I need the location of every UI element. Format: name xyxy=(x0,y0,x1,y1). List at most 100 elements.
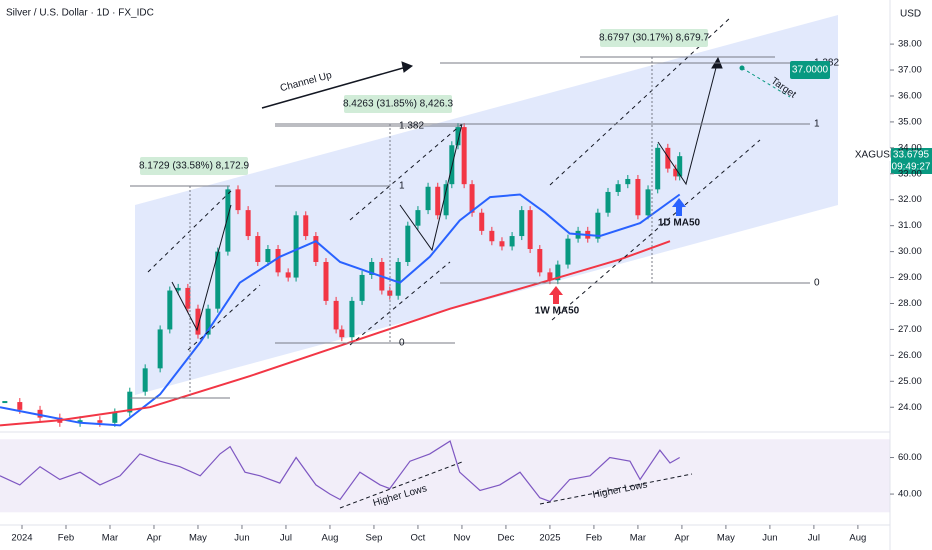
candle xyxy=(175,287,181,291)
candle xyxy=(359,274,365,301)
symbol: XAGUSD xyxy=(855,150,897,161)
candle xyxy=(349,300,355,338)
y-tick-label: 37.00 xyxy=(898,65,922,76)
projection xyxy=(657,59,719,186)
candle xyxy=(625,178,631,185)
candle xyxy=(565,238,571,265)
x-tick-label: Mar xyxy=(630,533,646,544)
y-tick-label: 25.00 xyxy=(898,376,922,387)
candle xyxy=(645,189,651,216)
candle xyxy=(205,308,211,335)
candle xyxy=(469,184,475,213)
x-tick-label: Jun xyxy=(762,533,777,544)
x-tick-label: Mar xyxy=(102,533,118,544)
x-tick-label: Sep xyxy=(365,533,382,544)
candle xyxy=(547,272,553,281)
rsi-trend xyxy=(339,461,463,509)
x-tick-label: Oct xyxy=(411,533,426,544)
y-tick-label: 36.00 xyxy=(898,90,922,101)
swing xyxy=(171,204,232,332)
y-tick-label: 30.00 xyxy=(898,246,922,257)
series-line xyxy=(0,240,671,427)
y-tick-label: 35.00 xyxy=(898,116,922,127)
symbol-tag xyxy=(861,148,891,161)
candle xyxy=(2,401,8,404)
candle xyxy=(37,409,43,418)
fib-level: 0 xyxy=(814,278,820,289)
y-tick-label: 27.00 xyxy=(898,324,922,335)
x-tick-label: Apr xyxy=(675,533,690,544)
x-tick-label: Jun xyxy=(234,533,249,544)
y-tick-label: 28.00 xyxy=(898,298,922,309)
x-tick-label: Aug xyxy=(322,533,339,544)
x-tick-label: Nov xyxy=(453,533,470,544)
candle xyxy=(537,249,543,273)
candle xyxy=(665,147,671,169)
candle xyxy=(293,215,299,278)
candle xyxy=(425,186,431,211)
x-tick-label: May xyxy=(717,533,735,544)
fib-level: 1 xyxy=(814,119,820,130)
candle xyxy=(157,329,163,369)
candle xyxy=(509,236,515,247)
fib-box-label: 8.4263 (31.85%) 8,426.3 xyxy=(343,99,454,110)
y-tick-label: 38.00 xyxy=(898,39,922,50)
candle xyxy=(245,210,251,237)
candle xyxy=(443,184,449,216)
candle xyxy=(142,368,148,392)
drawings xyxy=(130,17,810,509)
candle xyxy=(369,261,375,275)
candle xyxy=(455,127,461,146)
header-title: Silver / U.S. Dollar · 1D · FX_IDC xyxy=(6,8,154,19)
fib-level: 0 xyxy=(399,338,405,349)
y-tick-label: 26.00 xyxy=(898,350,922,361)
y-tick-label: 34.00 xyxy=(898,142,922,153)
y-tick-label: 60.00 xyxy=(898,452,922,463)
candle xyxy=(255,236,261,262)
candle xyxy=(595,212,601,239)
candle xyxy=(635,178,641,216)
last-price: 33.6795 xyxy=(893,150,930,161)
candle xyxy=(195,308,201,335)
candle xyxy=(235,189,241,211)
candle xyxy=(461,127,467,185)
candle xyxy=(605,191,611,213)
candle xyxy=(215,251,221,309)
candle xyxy=(127,391,133,413)
candle xyxy=(17,402,23,410)
candle xyxy=(77,420,83,423)
ma-label: 1W MA50 xyxy=(535,306,580,317)
candle xyxy=(673,168,679,177)
candle xyxy=(415,210,421,226)
fib-box-label: 8.6797 (30.17%) 8,679.7 xyxy=(599,33,710,44)
candle xyxy=(339,329,345,338)
y-tick-label: 32.00 xyxy=(898,194,922,205)
candle xyxy=(499,241,505,247)
x-tick-label: May xyxy=(189,533,207,544)
series-line xyxy=(0,193,681,427)
ma-label: 1D MA50 xyxy=(658,218,701,229)
candle xyxy=(395,261,401,296)
x-tick-label: Apr xyxy=(147,533,162,544)
candle xyxy=(405,225,411,262)
y-tick-label: 29.00 xyxy=(898,272,922,283)
y-tick-label: 31.00 xyxy=(898,220,922,231)
candle xyxy=(527,210,533,250)
swing xyxy=(399,123,463,252)
x-tick-label: Feb xyxy=(58,533,74,544)
candle xyxy=(615,184,621,192)
fib-lines xyxy=(130,56,810,399)
fib-box-label: 8.1729 (33.58%) 8,172.9 xyxy=(139,161,250,172)
candle xyxy=(285,272,291,278)
candle xyxy=(112,412,118,423)
currency: USD xyxy=(900,9,921,20)
fib-level: 1.382 xyxy=(399,121,424,132)
x-tick-label: Feb xyxy=(586,533,602,544)
x-tick-label: 2024 xyxy=(11,533,32,544)
candle xyxy=(167,290,173,330)
x-tick-label: Jul xyxy=(808,533,820,544)
candle xyxy=(313,236,319,262)
candle xyxy=(677,156,683,177)
ma-arrow xyxy=(549,286,563,304)
y-tick-label: 40.00 xyxy=(898,489,922,500)
